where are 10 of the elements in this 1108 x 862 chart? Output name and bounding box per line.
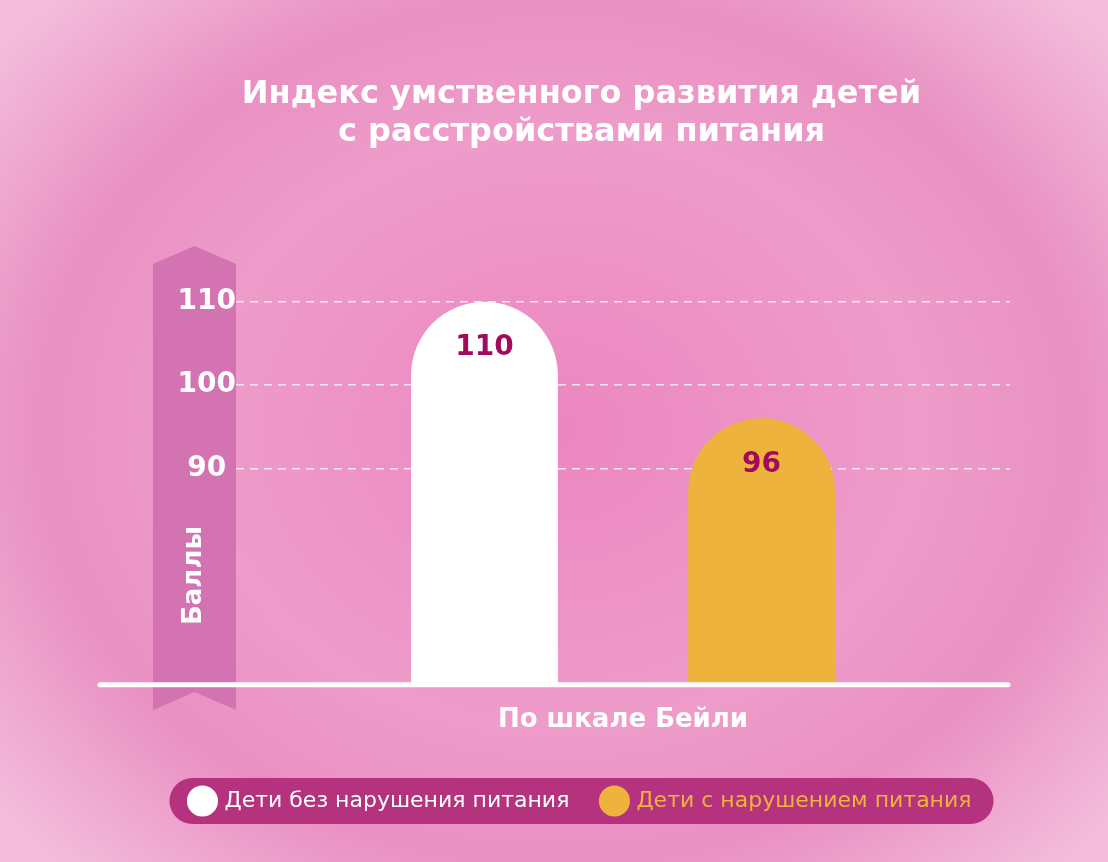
y-tick-label: 110: [177, 283, 236, 317]
y-tick-label: 100: [177, 366, 236, 400]
x-tick-label: По шкале Бейли: [497, 703, 749, 734]
y-axis-title: Баллы: [176, 526, 207, 625]
legend-label: Дети без нарушения питания: [224, 786, 570, 812]
data-label: 96: [742, 445, 782, 479]
y-tick-label: 90: [187, 449, 227, 483]
chart-title: Индекс умственного развития детей с расстройствами питания: [241, 72, 922, 149]
legend-label: Дети с нарушением питания: [636, 786, 972, 812]
data-label: 110: [455, 329, 514, 363]
